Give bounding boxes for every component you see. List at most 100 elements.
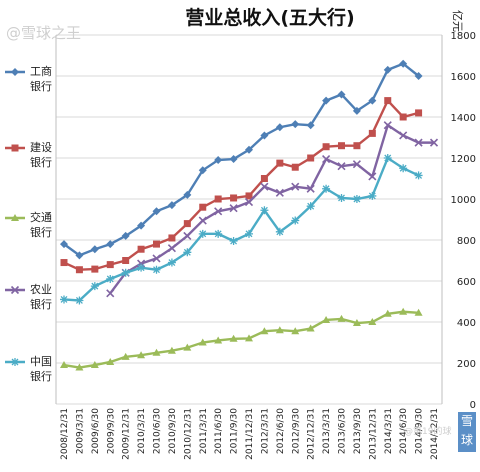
x-tick-label: 2012/6/30	[276, 408, 286, 454]
data-point	[399, 131, 408, 140]
data-point	[106, 274, 115, 283]
data-point	[75, 363, 84, 371]
data-point	[137, 351, 146, 359]
data-point	[245, 192, 253, 200]
data-point	[75, 251, 84, 260]
data-point	[306, 121, 315, 130]
data-point	[229, 334, 238, 342]
data-point	[167, 258, 176, 267]
data-point	[245, 334, 253, 342]
series-2	[60, 97, 423, 274]
legend-marker	[10, 285, 20, 295]
x-tick-label: 2013/12/31	[368, 408, 378, 460]
data-point	[275, 227, 284, 236]
data-point	[167, 201, 176, 210]
legend-label: 中国	[30, 355, 52, 368]
x-tick-label: 2014/12/31	[430, 408, 440, 460]
data-point	[322, 315, 331, 323]
data-point	[137, 221, 146, 230]
data-point	[384, 97, 392, 105]
data-point	[245, 145, 253, 154]
data-point	[429, 138, 439, 147]
data-point	[414, 138, 423, 147]
data-point	[352, 160, 361, 169]
data-point	[399, 307, 408, 315]
data-point	[230, 194, 238, 202]
data-point	[322, 96, 331, 105]
data-point	[183, 343, 192, 351]
series-line	[109, 123, 434, 295]
legend-marker	[11, 358, 19, 366]
data-point	[275, 123, 284, 132]
data-point	[183, 248, 192, 257]
data-point	[352, 195, 361, 203]
data-point	[306, 184, 315, 193]
y-tick-label: 600	[457, 277, 476, 288]
series-1	[60, 59, 423, 260]
x-tick-label: 2011/12/31	[245, 408, 255, 460]
x-tick-label: 2011/6/30	[214, 408, 224, 454]
data-point	[368, 191, 377, 200]
data-point	[60, 295, 68, 304]
data-point	[245, 229, 253, 238]
data-point	[198, 338, 207, 346]
y-tick-label: 200	[457, 359, 476, 370]
data-point	[291, 182, 300, 191]
watermark-bottom-right: @第19的球	[404, 427, 452, 437]
legend-label: 银行	[30, 155, 52, 169]
chart-title: 营业总收入(五大行)	[185, 6, 354, 29]
series-3	[60, 307, 423, 371]
data-point	[306, 324, 315, 332]
data-point	[337, 162, 346, 171]
legend-label: 农业	[30, 282, 52, 296]
x-tick-label: 2013/6/30	[338, 408, 348, 454]
x-tick-label: 2011/3/31	[199, 408, 209, 454]
series-line	[63, 62, 420, 257]
data-point	[399, 59, 408, 68]
data-point	[152, 265, 161, 274]
data-point	[368, 172, 377, 181]
data-point	[399, 113, 407, 121]
data-point	[199, 203, 207, 211]
data-point	[322, 184, 331, 193]
x-tick-label: 2010/9/30	[168, 408, 178, 454]
data-point	[414, 308, 423, 316]
data-point	[260, 206, 269, 215]
data-point	[415, 109, 423, 117]
data-point	[153, 240, 160, 248]
data-point	[322, 143, 330, 151]
data-point	[352, 319, 361, 327]
data-point	[352, 106, 361, 115]
data-point	[260, 182, 269, 191]
x-tick-label: 2009/6/30	[91, 408, 101, 454]
data-point	[338, 142, 345, 150]
x-tick-label: 2014/6/30	[399, 408, 409, 454]
y-tick-label: 800	[457, 236, 476, 247]
y-tick-label: 1200	[451, 154, 476, 165]
legend-label: 银行	[30, 79, 52, 93]
data-point	[152, 348, 161, 356]
legend-label: 工商	[30, 64, 52, 78]
x-tick-label: 2009/3/31	[75, 408, 85, 454]
xueqiu-logo: 雪球	[458, 412, 476, 452]
data-point	[214, 336, 223, 344]
data-point	[337, 90, 346, 99]
legend-marker	[11, 214, 19, 221]
data-point	[353, 142, 361, 150]
data-point	[214, 195, 222, 203]
data-point	[260, 175, 268, 182]
watermark-top-left: @雪球之王	[6, 24, 82, 42]
data-point	[168, 234, 176, 242]
x-tick-label: 2012/3/31	[260, 408, 270, 454]
y-tick-labels: 0 200 400 600 800 1000 1200 1400 1600 1800	[451, 31, 476, 411]
x-tick-label: 2012/12/31	[307, 408, 317, 460]
data-point	[414, 72, 423, 80]
data-point	[229, 237, 238, 246]
